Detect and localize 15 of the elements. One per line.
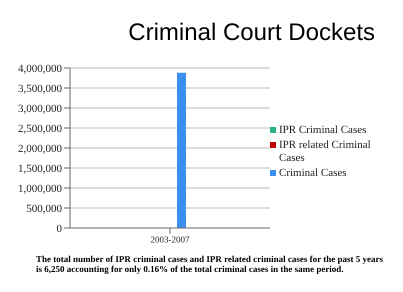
y-tick-label: 1,000,000 [18,182,62,195]
y-tick-label: 2,000,000 [18,142,62,155]
y-tick-label: 0 [56,222,62,235]
legend-label: Criminal Cases [279,167,347,180]
y-tick-label: 3,500,000 [18,82,62,95]
y-tick-label: 1,500,000 [18,162,62,175]
text: Criminal Court Dockets [127,18,376,48]
x-tick-label: 2003-2007 [150,234,190,244]
y-tick-label: 500,000 [26,202,62,215]
legend-label: IPR related Criminal Cases [279,139,372,165]
y-tick-label: 3,000,000 [18,102,62,115]
legend-label: IPR Criminal Cases [279,124,366,137]
y-tick-label: 2,500,000 [18,122,62,135]
text: The total number of IPR criminal cases and IPR related criminal cases for the past 5 years is 6,250 accounting for only 0.16% of the total criminal cases in the same period. [36,254,384,274]
y-tick-label: 4,000,000 [18,62,62,75]
